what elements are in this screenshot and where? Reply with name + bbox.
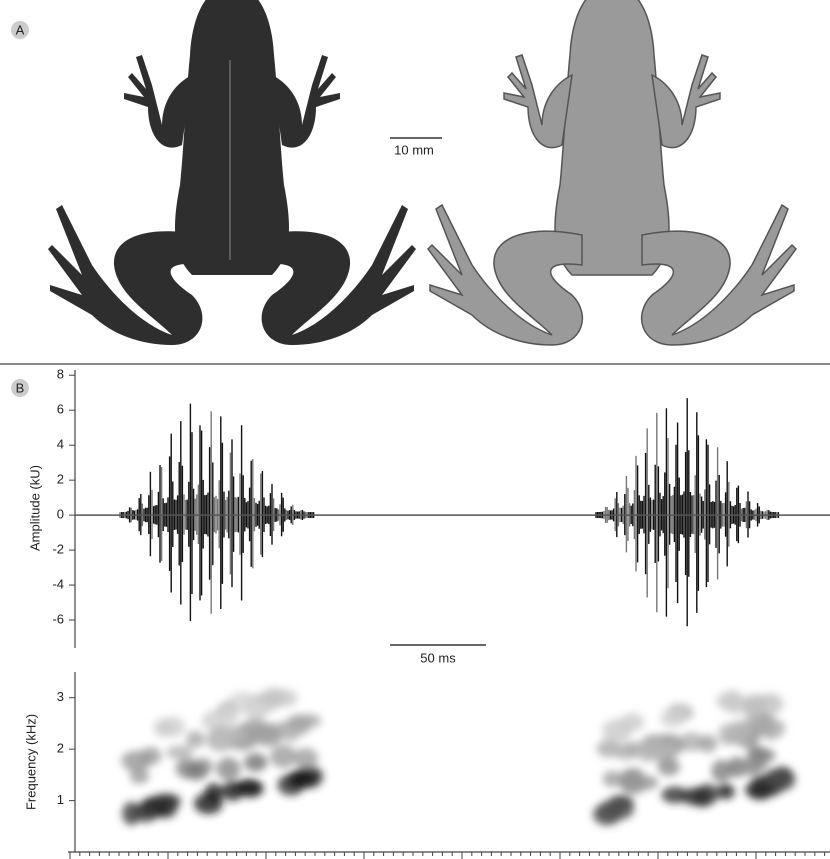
spec-blob <box>270 745 297 768</box>
y-tick-label: 3 <box>57 689 64 704</box>
scale-bar-label: 10 mm <box>394 142 434 157</box>
spec-blob <box>186 731 205 748</box>
spec-blob <box>658 758 680 776</box>
spec-blob <box>166 745 193 759</box>
spec-blob <box>154 719 174 737</box>
spec-blob <box>757 713 776 732</box>
y-tick-label: -6 <box>52 611 64 626</box>
spec-blob <box>241 719 268 739</box>
frog-dorsal <box>48 0 416 345</box>
y-tick-label: 2 <box>57 472 64 487</box>
scale-bar-label: 50 ms <box>420 650 456 665</box>
spec-blob <box>699 735 718 753</box>
spec-blob <box>210 725 236 746</box>
y-tick-label: 2 <box>57 741 64 756</box>
spec-blob <box>770 767 795 790</box>
spec-blob <box>245 754 268 770</box>
spec-blob <box>711 760 732 782</box>
spec-blob <box>721 690 744 713</box>
spectrogram <box>121 688 795 826</box>
spec-blob <box>121 751 150 772</box>
waveform <box>120 398 778 626</box>
spec-blob <box>748 786 772 800</box>
y-tick-label: 4 <box>57 437 64 452</box>
spec-blob <box>660 710 686 727</box>
spec-blob <box>619 769 638 791</box>
frequency-axis-label: Frequency (kHz) <box>23 714 38 810</box>
spec-blob <box>620 713 644 732</box>
spec-blob <box>716 784 735 800</box>
spec-blob <box>287 715 310 732</box>
spec-blob <box>216 757 241 780</box>
spec-blob <box>739 757 762 776</box>
panel-label: A <box>16 22 25 37</box>
panel-label: B <box>16 380 25 395</box>
frog-ventral <box>428 0 796 345</box>
spec-blob <box>744 694 768 710</box>
spec-blob <box>597 801 622 821</box>
spec-blob <box>262 688 287 708</box>
y-tick-label: 6 <box>57 402 64 417</box>
spec-blob <box>642 738 666 755</box>
y-tick-label: 1 <box>57 792 64 807</box>
y-tick-label: -4 <box>52 576 64 591</box>
spec-blob <box>288 772 310 789</box>
spec-blob <box>293 748 318 768</box>
amplitude-axis-label: Amplitude (kU) <box>27 465 42 551</box>
y-tick-label: -2 <box>52 542 64 557</box>
y-tick-label: 8 <box>57 367 64 382</box>
spec-blob <box>661 787 688 804</box>
figure: A 10 mm B Amplitude (kU) Frequency (kHz)… <box>0 0 830 859</box>
spec-blob <box>205 783 224 802</box>
y-tick-label: 0 <box>57 507 64 522</box>
spec-blob <box>727 720 752 744</box>
spec-blob <box>152 793 182 809</box>
spec-blob <box>235 779 263 796</box>
spec-blob <box>185 762 208 780</box>
